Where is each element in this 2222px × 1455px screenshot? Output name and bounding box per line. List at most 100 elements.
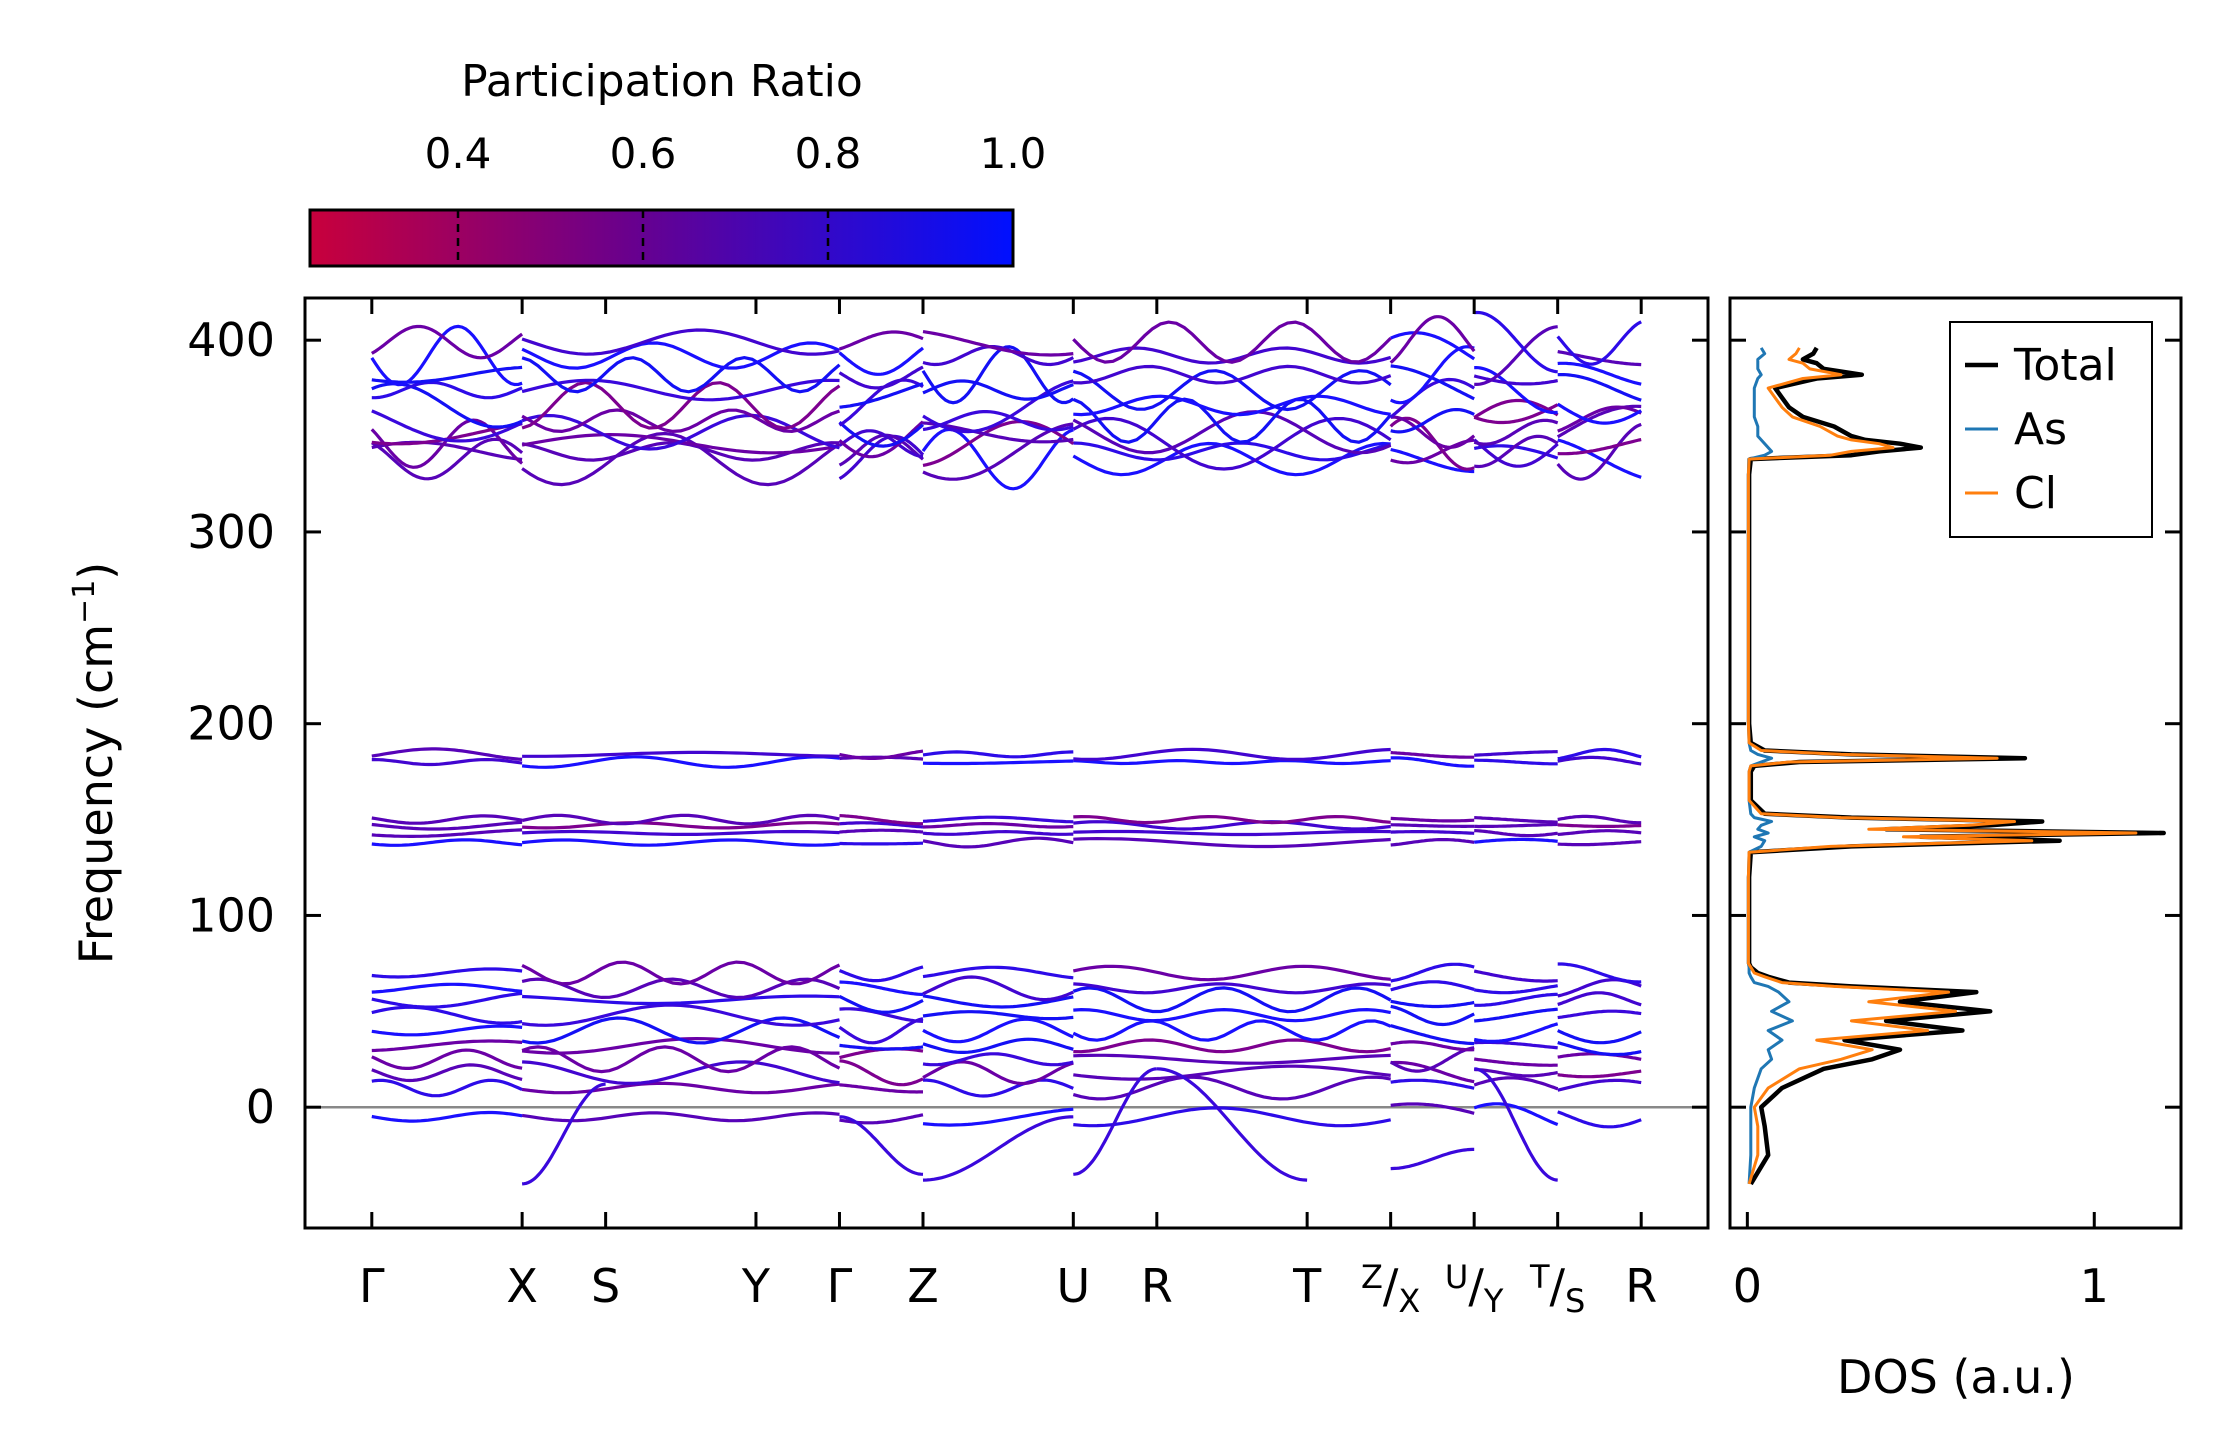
phonon-band xyxy=(1474,325,1558,387)
phonon-band xyxy=(371,982,523,994)
phonon-band xyxy=(1390,823,1475,828)
phonon-band xyxy=(1390,1078,1475,1090)
phonon-band-imaginary xyxy=(922,1115,1074,1182)
phonon-band xyxy=(1474,822,1558,829)
phonon-band xyxy=(1473,374,1558,386)
dos-panel: 0 1 DOS (a.u.) Total As Cl xyxy=(1728,296,2183,1404)
phonon-band xyxy=(521,1016,841,1045)
phonon-band xyxy=(838,965,924,983)
dos-x-tick-label: 1 xyxy=(2080,1259,2109,1313)
phonon-band xyxy=(838,330,924,351)
phonon-band xyxy=(1473,1057,1558,1067)
phonon-band xyxy=(371,1063,523,1083)
phonon-band xyxy=(922,422,1074,481)
colorbar-tick-label: 0.8 xyxy=(795,129,862,178)
phonon-band xyxy=(1474,837,1558,844)
phonon-band xyxy=(1072,397,1392,444)
phonon-band xyxy=(1556,320,1642,366)
phonon-band xyxy=(922,330,1074,357)
phonon-band-imaginary xyxy=(839,1115,924,1176)
phonon-band xyxy=(1473,984,1558,995)
phonon-band xyxy=(1557,373,1642,402)
phonon-band xyxy=(521,813,840,826)
phonon-band xyxy=(1390,1004,1475,1027)
dos-series-as xyxy=(1746,347,1794,1184)
phonon-band xyxy=(371,380,523,400)
phonon-band xyxy=(839,980,924,997)
phonon-band xyxy=(1390,1040,1475,1052)
phonon-band xyxy=(1473,1102,1559,1126)
phonon-band xyxy=(921,345,1075,405)
phonon-band xyxy=(1390,980,1475,992)
phonon-band xyxy=(922,379,1074,401)
phonon-band xyxy=(521,755,840,769)
phonon-band xyxy=(1390,415,1476,449)
phonon-band xyxy=(922,829,1074,836)
legend-entry: Cl xyxy=(2014,468,2057,519)
phonon-band xyxy=(522,829,840,836)
phonon-band xyxy=(371,991,523,1009)
phonon-band xyxy=(1390,816,1475,823)
phonon-band xyxy=(922,965,1074,980)
k-point-label: Γ xyxy=(827,1259,853,1313)
phonon-band xyxy=(1390,1060,1475,1084)
phonon-band xyxy=(1389,377,1476,419)
phonon-band xyxy=(371,828,523,838)
dos-series-cl xyxy=(1746,347,2138,1185)
k-point-label: T xyxy=(1292,1259,1322,1313)
phonon-band xyxy=(522,750,840,758)
phonon-band xyxy=(1557,1110,1642,1129)
phonon-band-imaginary xyxy=(1474,1067,1558,1182)
phonon-band xyxy=(1474,1040,1558,1050)
k-point-compound-label: Z/X xyxy=(1361,1258,1420,1320)
phonon-band xyxy=(1557,1009,1642,1020)
phonon-band xyxy=(1474,992,1558,1007)
colorbar-tick-label: 1.0 xyxy=(980,129,1047,178)
phonon-band xyxy=(839,814,923,826)
phonon-band xyxy=(1073,758,1391,766)
phonon-band xyxy=(1072,416,1392,471)
phonon-band xyxy=(1473,969,1558,983)
phonon-band xyxy=(1557,747,1642,761)
phonon-band xyxy=(1073,836,1391,849)
phonon-band xyxy=(1390,750,1475,759)
phonon-band xyxy=(1073,1038,1392,1054)
phonon-band xyxy=(1073,747,1391,762)
phonon-band xyxy=(371,1110,523,1123)
phonon-band xyxy=(1557,991,1642,1007)
colorbar-title: Participation Ratio xyxy=(461,56,863,107)
phonon-band xyxy=(521,1111,840,1123)
phonon-band-imaginary xyxy=(1390,1147,1475,1171)
phonon-band xyxy=(1389,1046,1475,1073)
phonon-band xyxy=(1390,962,1475,983)
phonon-band xyxy=(838,429,924,459)
phonon-band xyxy=(1390,1024,1475,1046)
phonon-band xyxy=(922,994,1074,1009)
k-point-label: Γ xyxy=(359,1259,385,1313)
phonon-band xyxy=(922,975,1074,1002)
phonon-band xyxy=(1557,1069,1642,1079)
phonon-band xyxy=(1072,320,1392,364)
colorbar-tick-label: 0.6 xyxy=(610,129,677,178)
phonon-band xyxy=(1474,310,1558,374)
phonon-band xyxy=(521,355,841,394)
phonon-band xyxy=(1474,750,1558,757)
phonon-band xyxy=(371,409,523,443)
phonon-band xyxy=(922,1010,1074,1021)
phonon-band xyxy=(838,434,925,480)
phonon-band xyxy=(1473,418,1559,446)
phonon-band xyxy=(521,838,840,847)
phonon-band xyxy=(1390,408,1475,434)
y-axis-label: Frequency (cm−1) xyxy=(67,562,123,965)
phonon-band xyxy=(922,1107,1074,1127)
phonon-band xyxy=(521,380,841,430)
phonon-band xyxy=(371,758,523,767)
phonon-band xyxy=(839,841,923,846)
phonon-band xyxy=(839,821,924,829)
phonon-band xyxy=(1556,402,1643,425)
phonon-band xyxy=(922,759,1074,766)
phonon-band xyxy=(371,1005,523,1025)
phonon-band xyxy=(521,1081,840,1095)
phonon-band xyxy=(922,822,1074,829)
phonon-band xyxy=(521,328,840,356)
